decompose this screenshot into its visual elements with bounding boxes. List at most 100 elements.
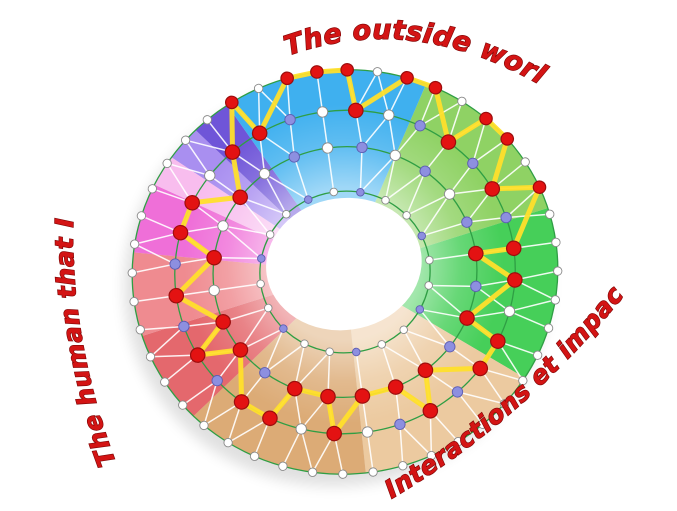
purple-node bbox=[284, 114, 296, 126]
red-node bbox=[400, 70, 414, 85]
purple-node bbox=[356, 141, 368, 154]
purple-node bbox=[257, 254, 266, 263]
white-node bbox=[256, 279, 265, 289]
purple-node bbox=[414, 120, 426, 132]
red-node bbox=[189, 347, 206, 363]
white-node bbox=[316, 106, 329, 118]
white-node bbox=[381, 196, 390, 205]
white-node bbox=[399, 325, 408, 335]
white-node bbox=[127, 268, 137, 278]
label-human-that-i-am-text: The human that I am bbox=[0, 0, 122, 471]
white-node bbox=[443, 188, 456, 200]
white-node bbox=[478, 419, 488, 429]
purple-node bbox=[394, 418, 406, 430]
white-node bbox=[543, 323, 554, 333]
red-node bbox=[262, 410, 278, 427]
mesh-lines bbox=[131, 69, 559, 475]
red-node bbox=[387, 379, 404, 395]
red-node bbox=[479, 111, 493, 126]
white-node bbox=[361, 426, 374, 438]
white-node bbox=[398, 461, 408, 471]
white-node bbox=[518, 375, 528, 386]
purple-node bbox=[451, 386, 464, 398]
white-node bbox=[453, 436, 463, 447]
red-node bbox=[428, 80, 443, 95]
white-node bbox=[368, 467, 378, 477]
white-node bbox=[178, 400, 188, 410]
red-node bbox=[422, 402, 439, 419]
white-node bbox=[180, 135, 191, 145]
white-node bbox=[545, 209, 555, 219]
red-node bbox=[505, 240, 522, 257]
red-node bbox=[224, 144, 241, 160]
white-node bbox=[249, 451, 260, 461]
red-node bbox=[320, 388, 336, 405]
white-node bbox=[199, 420, 209, 431]
red-node bbox=[507, 272, 523, 288]
white-node bbox=[424, 281, 433, 290]
purple-node bbox=[356, 188, 365, 197]
red-node bbox=[280, 71, 294, 86]
donut-hole bbox=[266, 197, 422, 331]
donut-layer bbox=[124, 63, 563, 487]
purple-node bbox=[304, 195, 313, 204]
red-node bbox=[251, 125, 268, 142]
red-node bbox=[232, 189, 248, 206]
red-node bbox=[206, 249, 222, 266]
white-node bbox=[553, 266, 563, 276]
white-node bbox=[278, 461, 288, 471]
red-node bbox=[168, 287, 185, 304]
red-node bbox=[310, 65, 324, 79]
red-node bbox=[224, 95, 239, 110]
red-node bbox=[354, 388, 371, 404]
white-node bbox=[383, 109, 395, 121]
purple-node bbox=[417, 231, 426, 241]
white-node bbox=[204, 169, 216, 182]
white-node bbox=[129, 296, 139, 307]
red-node bbox=[532, 180, 547, 195]
white-node bbox=[307, 467, 318, 477]
red-node bbox=[468, 245, 484, 262]
white-node bbox=[321, 142, 334, 154]
white-node bbox=[160, 377, 170, 387]
white-node bbox=[551, 237, 561, 248]
white-node bbox=[162, 158, 172, 169]
white-node bbox=[202, 115, 212, 125]
white-node bbox=[258, 168, 271, 180]
purple-node bbox=[169, 258, 181, 270]
white-node bbox=[499, 399, 510, 409]
purple-node bbox=[279, 324, 288, 333]
red-node bbox=[459, 310, 475, 326]
white-node bbox=[217, 220, 229, 232]
white-node bbox=[338, 469, 348, 479]
red-node bbox=[348, 102, 364, 119]
red-node bbox=[490, 333, 506, 350]
purple-node bbox=[500, 211, 512, 224]
label-outside-world: The outside world bbox=[0, 0, 552, 91]
red-node bbox=[472, 360, 489, 377]
purple-node bbox=[444, 341, 456, 353]
red-node bbox=[233, 394, 250, 410]
red-node bbox=[326, 425, 342, 442]
white-node bbox=[402, 211, 411, 220]
red-node bbox=[340, 63, 354, 77]
white-node bbox=[520, 157, 530, 167]
purple-node bbox=[467, 157, 479, 170]
red-node bbox=[232, 342, 249, 358]
white-node bbox=[253, 83, 264, 94]
label-human-that-i-am: The human that I am bbox=[0, 0, 122, 471]
red-node bbox=[172, 224, 189, 241]
white-node bbox=[300, 339, 309, 348]
white-node bbox=[135, 325, 145, 335]
white-node bbox=[223, 437, 233, 448]
white-node bbox=[145, 352, 156, 362]
white-node bbox=[264, 303, 273, 313]
red-node bbox=[484, 181, 501, 197]
purple-node bbox=[415, 305, 425, 314]
white-node bbox=[136, 211, 147, 221]
donut bbox=[127, 63, 563, 479]
white-node bbox=[265, 230, 275, 239]
white-node bbox=[329, 187, 339, 197]
purple-node bbox=[419, 165, 431, 177]
purple-node bbox=[211, 374, 223, 387]
